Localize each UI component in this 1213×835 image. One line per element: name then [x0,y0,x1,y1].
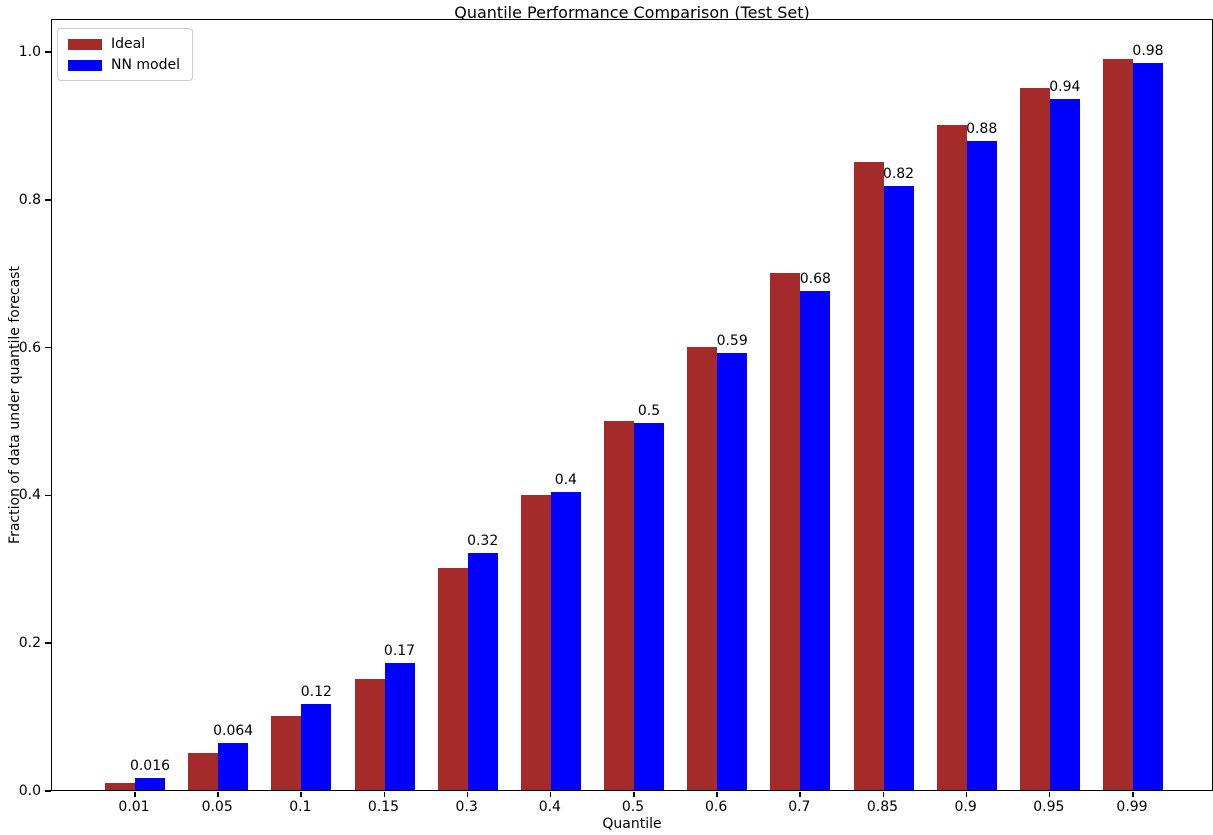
x-tick-mark [716,792,718,797]
x-tick-label: 0.6 [705,799,728,815]
bar-nn-model [634,422,664,790]
x-tick-mark [383,792,385,797]
bar-ideal [520,494,551,790]
bar-value-label: 0.82 [882,165,915,182]
bar-nn-model [135,778,165,790]
bar-ideal [105,782,135,790]
bar-nn-model [1133,63,1163,790]
x-tick-mark [217,792,219,797]
bar-nn-model [966,140,997,790]
y-tick-label: 0.4 [18,487,41,504]
y-tick-mark [45,346,51,349]
bar-nn-model [301,703,332,790]
legend-label-ideal: Ideal [111,36,146,52]
x-tick-label: 0.99 [1116,799,1148,815]
bar-value-label: 0.12 [300,683,332,700]
chart-title: Quantile Performance Comparison (Test Se… [454,3,810,22]
x-tick-label: 0.3 [455,799,478,815]
bar-value-label: 0.94 [1049,78,1081,95]
x-tick-mark [549,792,552,797]
x-tick-label: 0.01 [118,799,150,815]
x-tick-mark [1048,792,1051,797]
bar-ideal [188,753,219,790]
legend-item-ideal: Ideal [68,36,180,52]
bar-ideal [437,568,468,790]
x-tick-label: 0.05 [201,799,233,815]
legend-swatch-ideal [68,38,102,50]
x-tick-mark [466,792,469,797]
bar-nn-model [218,742,249,790]
y-tick-mark [45,51,51,53]
bar-value-label: 0.32 [467,532,499,549]
bar-value-label: 0.016 [129,758,171,775]
bar-value-label: 0.5 [637,402,661,419]
bar-value-label: 0.59 [716,332,748,349]
x-tick-label: 0.7 [788,799,811,815]
bar-ideal [1019,88,1050,790]
bar-ideal [687,346,718,790]
y-tick-label: 0.6 [18,339,41,356]
x-tick-mark [1132,792,1134,797]
bar-ideal [604,420,634,790]
bar-ideal [936,125,967,790]
x-tick-label: 0.85 [866,799,899,815]
bar-ideal [853,162,884,790]
x-tick-label: 0.5 [621,799,645,815]
x-tick-label: 0.9 [954,799,977,815]
y-tick-label: 0.0 [18,783,41,799]
legend: Ideal NN model [57,28,193,81]
bar-value-label: 0.88 [966,120,998,137]
y-tick-mark [45,790,51,792]
x-tick-mark [633,792,635,797]
legend-swatch-nn-model [68,59,102,71]
plot-area: 0.016 0.064 0.12 0.17 0.32 0.4 0.5 0.59 0.68 0.82… [51,19,1213,791]
x-tick-label: 0.95 [1033,799,1065,815]
x-axis-label: Quantile [602,816,662,832]
x-tick-mark [300,792,302,797]
bar-value-label: 0.4 [554,472,577,489]
y-tick-label: 0.8 [18,191,41,208]
x-tick-mark [799,792,801,797]
bar-ideal [770,272,801,790]
bar-ideal [271,716,302,790]
y-tick-mark [45,642,51,644]
bar-value-label: 0.98 [1132,43,1164,60]
bar-nn-model [800,291,831,790]
bar-nn-model [717,352,748,790]
x-tick-label: 0.15 [367,799,400,815]
bar-value-label: 0.064 [213,722,254,739]
y-tick-mark [45,494,51,497]
bar-nn-model [550,492,581,790]
bar-ideal [354,679,385,790]
y-tick-label: 0.2 [18,635,41,652]
bar-value-label: 0.17 [383,642,416,659]
bar-nn-model [883,185,914,790]
x-tick-mark [965,792,968,797]
x-tick-mark [134,792,136,797]
x-tick-mark [882,792,884,797]
y-tick-mark [45,199,51,201]
bar-nn-model [384,662,415,790]
x-tick-label: 0.1 [289,799,312,815]
legend-label-nn-model: NN model [111,57,180,73]
legend-item-nn-model: NN model [68,57,180,73]
y-tick-label: 1.0 [18,44,41,61]
bar-value-label: 0.68 [799,271,831,288]
bar-ideal [1103,58,1133,790]
bar-nn-model [467,552,498,790]
bar-nn-model [1049,98,1080,790]
x-tick-label: 0.4 [538,799,561,815]
